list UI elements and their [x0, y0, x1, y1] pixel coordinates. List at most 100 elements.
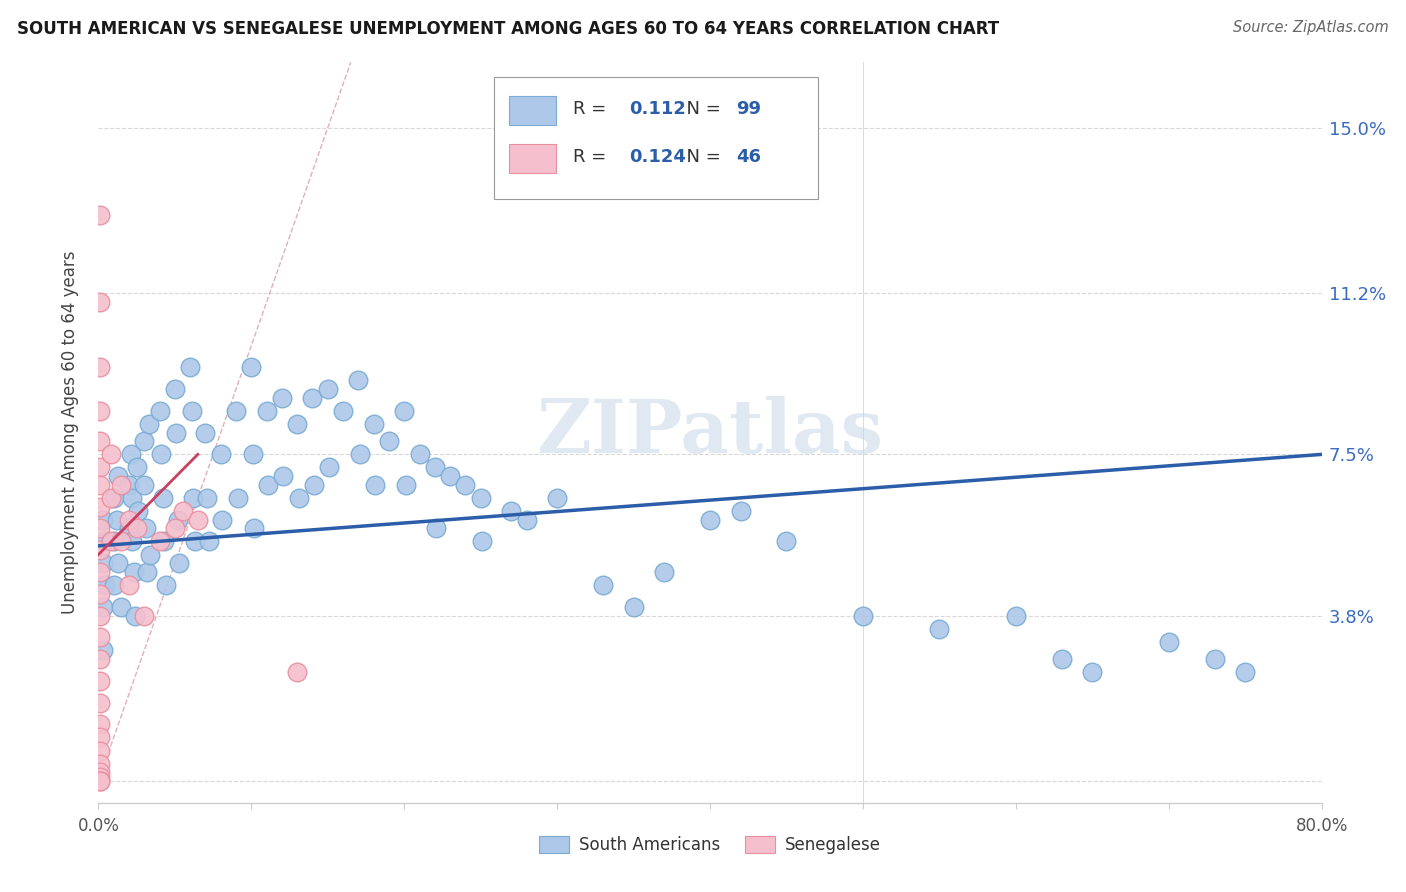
Point [470, 491, 492, 505]
Point [439, 469, 461, 483]
Text: 99: 99 [735, 100, 761, 118]
Point [167, 513, 190, 527]
Point [93, 578, 115, 592]
Point [592, 578, 614, 592]
Point [623, 599, 645, 614]
Point [243, 521, 266, 535]
Point [89, 295, 111, 310]
Point [392, 404, 416, 418]
Point [699, 513, 721, 527]
Point [153, 534, 176, 549]
Point [89, 500, 111, 514]
Point [285, 417, 308, 431]
Point [89, 743, 111, 757]
Text: N =: N = [675, 100, 725, 118]
Point [89, 460, 111, 475]
Point [124, 608, 146, 623]
Point [107, 556, 129, 570]
Point [89, 587, 111, 601]
Text: R =: R = [574, 148, 612, 166]
Point [89, 434, 111, 449]
Point [471, 534, 494, 549]
Point [287, 491, 309, 505]
Point [301, 391, 323, 405]
Point [110, 478, 132, 492]
Point [136, 565, 159, 579]
Point [270, 391, 292, 405]
Point [194, 425, 217, 440]
Point [163, 382, 186, 396]
Point [378, 434, 401, 449]
Point [121, 534, 143, 549]
Point [652, 565, 675, 579]
Text: 0.124: 0.124 [630, 148, 686, 166]
Point [125, 460, 148, 475]
Text: Source: ZipAtlas.com: Source: ZipAtlas.com [1233, 20, 1389, 35]
Point [180, 404, 202, 418]
Point [110, 534, 132, 549]
Point [209, 447, 232, 461]
Point [118, 478, 141, 492]
Point [89, 630, 111, 644]
Point [172, 504, 194, 518]
Point [89, 765, 111, 780]
Point [242, 447, 264, 461]
Point [349, 447, 371, 461]
Point [138, 417, 160, 431]
Point [155, 578, 177, 592]
Point [110, 599, 132, 614]
Point [285, 665, 308, 680]
Point [118, 513, 141, 527]
Point [730, 504, 752, 518]
Point [89, 478, 111, 492]
Point [273, 469, 295, 483]
Point [150, 447, 173, 461]
Point [89, 521, 111, 535]
Point [89, 565, 111, 579]
Point [89, 731, 111, 745]
Point [195, 491, 218, 505]
Point [100, 534, 122, 549]
Point [425, 521, 447, 535]
Point [118, 521, 141, 535]
Point [89, 717, 111, 731]
Point [107, 469, 129, 483]
Point [91, 599, 114, 614]
Point [211, 513, 233, 527]
Point [103, 491, 125, 505]
Point [118, 578, 141, 592]
Point [89, 774, 111, 789]
Point [163, 521, 186, 535]
Point [122, 565, 145, 579]
Point [775, 534, 797, 549]
Point [89, 543, 111, 558]
Point [1157, 634, 1180, 648]
Point [316, 382, 339, 396]
Point [1204, 652, 1226, 666]
FancyBboxPatch shape [509, 144, 555, 173]
Point [127, 504, 149, 518]
Point [187, 513, 209, 527]
Point [226, 491, 249, 505]
Point [179, 360, 201, 375]
Point [928, 622, 950, 636]
Point [91, 643, 114, 657]
Text: R =: R = [574, 100, 612, 118]
Text: 46: 46 [735, 148, 761, 166]
Point [364, 478, 387, 492]
Legend: South Americans, Senegalese: South Americans, Senegalese [533, 830, 887, 861]
Point [165, 425, 187, 440]
Point [197, 534, 219, 549]
Point [240, 360, 263, 375]
Point [121, 491, 143, 505]
Point [516, 513, 538, 527]
Point [103, 578, 125, 592]
Point [89, 360, 111, 375]
Text: 0.112: 0.112 [630, 100, 686, 118]
Point [89, 652, 111, 666]
Point [91, 556, 114, 570]
Point [89, 208, 111, 222]
Point [105, 513, 128, 527]
Point [135, 521, 157, 535]
Point [89, 756, 111, 771]
